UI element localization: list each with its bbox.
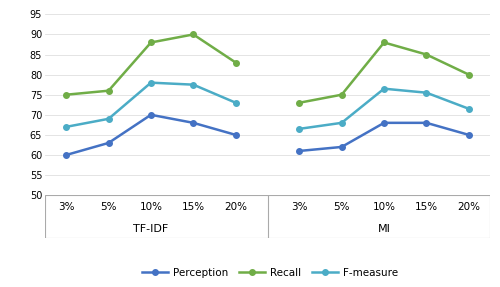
Text: 10%: 10% — [140, 202, 162, 212]
Text: 3%: 3% — [291, 202, 308, 212]
Text: 3%: 3% — [58, 202, 74, 212]
Text: 10%: 10% — [372, 202, 396, 212]
Text: 5%: 5% — [334, 202, 350, 212]
Text: 20%: 20% — [458, 202, 480, 212]
Legend: Perception, Recall, F-measure: Perception, Recall, F-measure — [138, 263, 402, 282]
Text: 15%: 15% — [415, 202, 438, 212]
FancyBboxPatch shape — [45, 195, 490, 238]
Text: 20%: 20% — [224, 202, 247, 212]
Text: MI: MI — [378, 224, 390, 234]
Text: 15%: 15% — [182, 202, 205, 212]
Text: TF-IDF: TF-IDF — [134, 224, 168, 234]
Text: 5%: 5% — [100, 202, 117, 212]
